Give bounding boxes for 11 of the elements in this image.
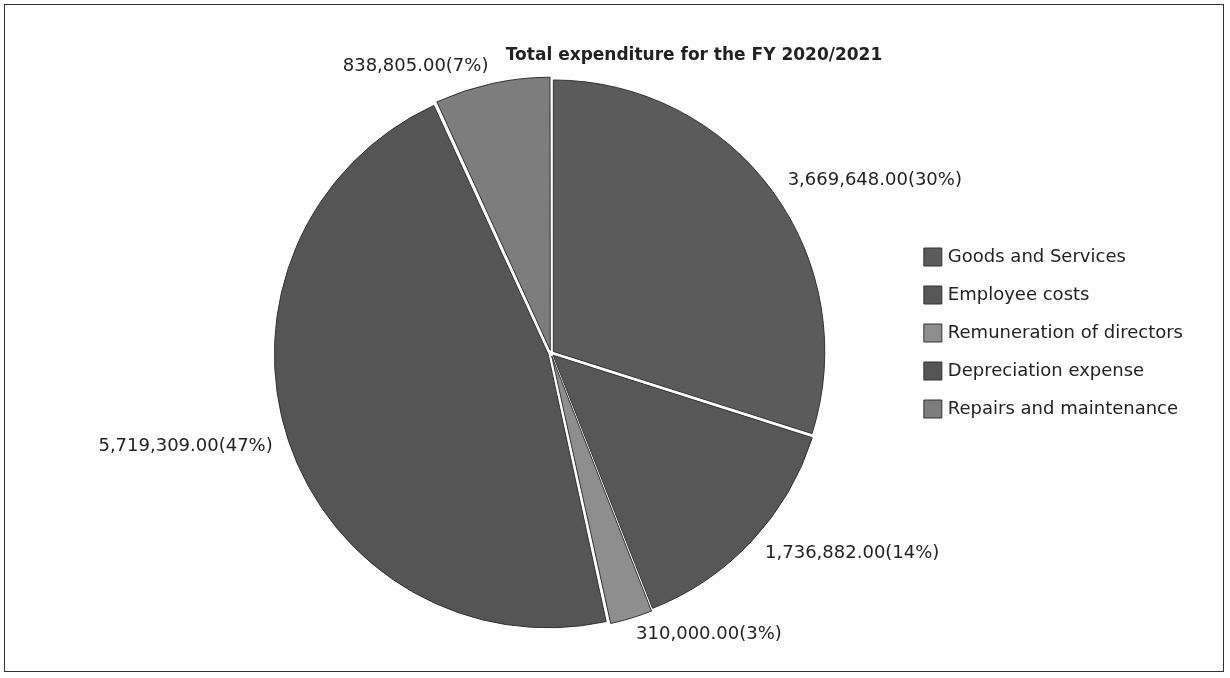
data-label: 838,805.00(7%) [342,54,489,76]
legend-label: Employee costs [947,282,1090,304]
data-label: 1,736,882.00(14%) [765,541,940,563]
data-label: 5,719,309.00(47%) [98,433,273,455]
legend-label: Goods and Services [947,244,1126,266]
legend-label: Remuneration of directors [947,320,1183,342]
legend-label: Depreciation expense [947,358,1145,380]
chart-title: Total expenditure for the FY 2020/2021 [505,43,883,64]
legend-label: Repairs and maintenance [947,396,1179,418]
data-label: 3,669,648.00(30%) [787,167,962,189]
data-label: 310,000.00(3%) [636,621,782,643]
